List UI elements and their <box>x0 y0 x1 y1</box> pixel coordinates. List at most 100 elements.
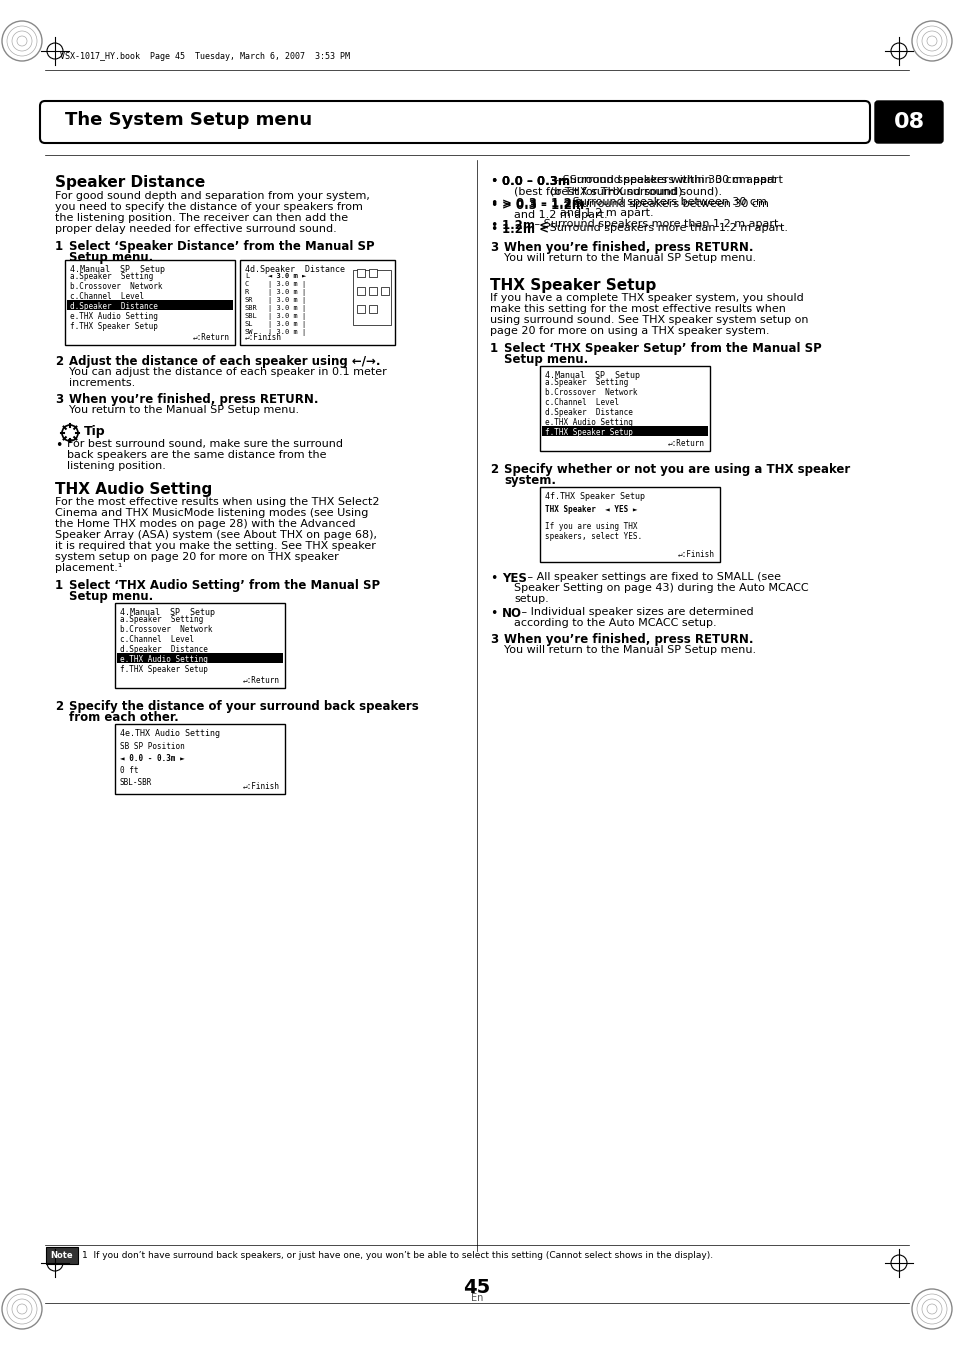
Text: ↵:Return: ↵:Return <box>193 332 230 342</box>
Text: back speakers are the same distance from the: back speakers are the same distance from… <box>67 450 326 459</box>
Text: it is required that you make the setting. See THX speaker: it is required that you make the setting… <box>55 540 375 551</box>
FancyBboxPatch shape <box>115 603 285 688</box>
Text: speakers, select YES.: speakers, select YES. <box>544 532 641 540</box>
Text: •: • <box>490 571 497 585</box>
Text: e.THX Audio Setting: e.THX Audio Setting <box>544 417 632 427</box>
Text: – Surround speakers between 30 cm: – Surround speakers between 30 cm <box>561 199 768 209</box>
Text: The System Setup menu: The System Setup menu <box>65 111 312 128</box>
Text: 1.2m <: 1.2m < <box>501 223 548 236</box>
Text: a.Speaker  Setting: a.Speaker Setting <box>70 272 153 281</box>
Text: 3: 3 <box>490 634 497 646</box>
Text: Select ‘THX Audio Setting’ from the Manual SP: Select ‘THX Audio Setting’ from the Manu… <box>69 580 379 592</box>
FancyBboxPatch shape <box>369 286 376 295</box>
Text: 0.0 – 0.3m: 0.0 – 0.3m <box>501 176 569 188</box>
Text: 2: 2 <box>55 355 63 367</box>
Text: 1: 1 <box>55 580 63 592</box>
Text: using surround sound. See THX speaker system setup on: using surround sound. See THX speaker sy… <box>490 315 807 326</box>
Text: e.THX Audio Setting: e.THX Audio Setting <box>70 312 157 322</box>
Text: ◄ 3.0 m ►: ◄ 3.0 m ► <box>268 273 306 280</box>
Text: Cinema and THX MusicMode listening modes (see Using: Cinema and THX MusicMode listening modes… <box>55 508 368 517</box>
Text: L: L <box>245 273 249 280</box>
Text: For the most effective results when using the THX Select2: For the most effective results when usin… <box>55 497 379 507</box>
FancyBboxPatch shape <box>46 1247 78 1265</box>
Text: •: • <box>490 176 497 188</box>
Text: Specify the distance of your surround back speakers: Specify the distance of your surround ba… <box>69 700 418 713</box>
Text: C: C <box>245 281 249 286</box>
Text: THX Speaker  ◄ YES ►: THX Speaker ◄ YES ► <box>544 505 637 513</box>
Text: VSX-1017_HY.book  Page 45  Tuesday, March 6, 2007  3:53 PM: VSX-1017_HY.book Page 45 Tuesday, March … <box>60 51 350 61</box>
Text: When you’re finished, press RETURN.: When you’re finished, press RETURN. <box>69 393 318 407</box>
Text: from each other.: from each other. <box>69 711 178 724</box>
Text: Speaker Array (ASA) system (see About THX on page 68),: Speaker Array (ASA) system (see About TH… <box>55 530 376 540</box>
Text: If you are using THX: If you are using THX <box>544 521 637 531</box>
Text: ↵:Finish: ↵:Finish <box>243 782 280 790</box>
Text: 4.Manual  SP  Setup: 4.Manual SP Setup <box>70 265 165 274</box>
Text: SL: SL <box>245 322 253 327</box>
Text: R: R <box>245 289 249 295</box>
Text: 45: 45 <box>463 1278 490 1297</box>
Text: | 3.0 m |: | 3.0 m | <box>268 305 306 312</box>
Text: You will return to the Manual SP Setup menu.: You will return to the Manual SP Setup m… <box>503 644 756 655</box>
Text: •: • <box>490 176 497 188</box>
Text: b.Crossover  Network: b.Crossover Network <box>544 388 637 397</box>
Text: – Individual speaker sizes are determined: – Individual speaker sizes are determine… <box>517 607 753 617</box>
Text: – All speaker settings are fixed to SMALL (see: – All speaker settings are fixed to SMAL… <box>523 571 781 582</box>
Text: SBL-SBR: SBL-SBR <box>120 778 152 788</box>
Text: 3: 3 <box>55 393 63 407</box>
Text: •: • <box>490 199 497 212</box>
FancyBboxPatch shape <box>67 300 233 309</box>
Text: 4e.THX Audio Setting: 4e.THX Audio Setting <box>120 730 220 738</box>
Text: SBL: SBL <box>245 313 257 319</box>
Text: You will return to the Manual SP Setup menu.: You will return to the Manual SP Setup m… <box>503 253 756 263</box>
Text: 08: 08 <box>893 112 923 132</box>
Text: | 3.0 m |: | 3.0 m | <box>268 330 306 336</box>
Text: For good sound depth and separation from your system,: For good sound depth and separation from… <box>55 190 370 201</box>
Text: 1  If you don’t have surround back speakers, or just have one, you won’t be able: 1 If you don’t have surround back speake… <box>82 1251 713 1260</box>
Text: listening position.: listening position. <box>67 461 166 471</box>
Text: Setup menu.: Setup menu. <box>69 590 153 603</box>
Text: f.THX Speaker Setup: f.THX Speaker Setup <box>120 665 208 674</box>
Text: system.: system. <box>503 474 556 486</box>
Text: > 0.3 – 1.2m: > 0.3 – 1.2m <box>501 197 583 209</box>
Text: placement.¹: placement.¹ <box>55 563 122 573</box>
Text: ↵:Finish: ↵:Finish <box>245 332 282 342</box>
Text: – Surround speakers within 30 cm apart: – Surround speakers within 30 cm apart <box>550 176 775 185</box>
FancyBboxPatch shape <box>115 724 285 794</box>
Text: THX Speaker Setup: THX Speaker Setup <box>490 278 656 293</box>
Text: 1: 1 <box>490 342 497 355</box>
Text: 4f.THX Speaker Setup: 4f.THX Speaker Setup <box>544 492 644 501</box>
FancyBboxPatch shape <box>356 305 365 313</box>
Text: page 20 for more on using a THX speaker system.: page 20 for more on using a THX speaker … <box>490 326 769 336</box>
Text: the Home THX modes on page 28) with the Advanced: the Home THX modes on page 28) with the … <box>55 519 355 530</box>
Text: setup.: setup. <box>514 594 548 604</box>
FancyBboxPatch shape <box>369 305 376 313</box>
Text: | 3.0 m |: | 3.0 m | <box>268 289 306 296</box>
FancyBboxPatch shape <box>240 259 395 345</box>
Text: Speaker Distance: Speaker Distance <box>55 176 205 190</box>
Text: Speaker Setting on page 43) during the Auto MCACC: Speaker Setting on page 43) during the A… <box>514 584 808 593</box>
Text: – Surround speakers within 30 cm apart: – Surround speakers within 30 cm apart <box>557 176 782 185</box>
FancyBboxPatch shape <box>356 269 365 277</box>
Text: 0.0 – 0.3m: 0.0 – 0.3m <box>501 176 569 188</box>
Text: Specify whether or not you are using a THX speaker: Specify whether or not you are using a T… <box>503 463 849 476</box>
Text: SBR: SBR <box>245 305 257 311</box>
Text: – Surround speakers more than 1.2 m apart.: – Surround speakers more than 1.2 m apar… <box>537 223 787 232</box>
Text: | 3.0 m |: | 3.0 m | <box>268 322 306 328</box>
Text: For best surround sound, make sure the surround: For best surround sound, make sure the s… <box>67 439 343 449</box>
Text: Setup menu.: Setup menu. <box>503 353 588 366</box>
Text: •: • <box>490 197 497 209</box>
Text: YES: YES <box>501 571 526 585</box>
Text: according to the Auto MCACC setup.: according to the Auto MCACC setup. <box>514 617 716 628</box>
Text: 2: 2 <box>490 463 497 476</box>
Text: Select ‘THX Speaker Setup’ from the Manual SP: Select ‘THX Speaker Setup’ from the Manu… <box>503 342 821 355</box>
FancyBboxPatch shape <box>541 426 707 436</box>
Text: proper delay needed for effective surround sound.: proper delay needed for effective surrou… <box>55 224 336 234</box>
FancyBboxPatch shape <box>539 366 709 451</box>
Text: – Surround speakers more than 1.2 m apart.: – Surround speakers more than 1.2 m apar… <box>530 219 781 230</box>
Text: | 3.0 m |: | 3.0 m | <box>268 313 306 320</box>
Text: 1.2m <: 1.2m < <box>501 219 548 232</box>
Text: f.THX Speaker Setup: f.THX Speaker Setup <box>70 322 157 331</box>
Text: a.Speaker  Setting: a.Speaker Setting <box>544 378 628 386</box>
FancyBboxPatch shape <box>539 486 720 562</box>
Text: 1: 1 <box>55 240 63 253</box>
